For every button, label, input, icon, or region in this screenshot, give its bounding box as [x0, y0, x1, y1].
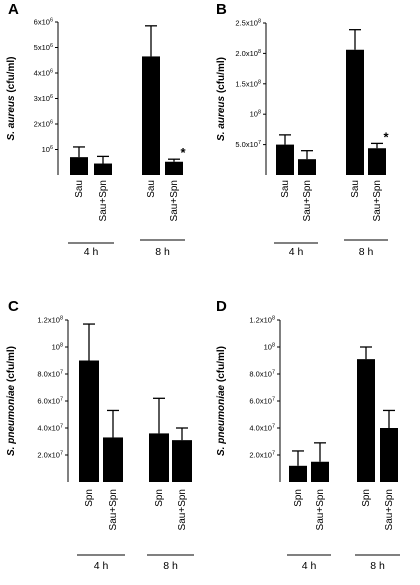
y-tick-label-d: 4.0x107 — [249, 424, 275, 433]
category-label-d-1: Sau+Spn — [315, 489, 326, 530]
significance-star-b: * — [383, 129, 389, 144]
y-tick-label-c: 6.0x107 — [37, 397, 63, 406]
category-label-b-3: Sau+Spn — [372, 180, 383, 221]
panel-d: D 2.0x107 4.0x107 6.0x107 8.0x107 108 1.2x108 S… — [210, 292, 420, 585]
chart-a-svg: A 106 2x106 3x106 4x106 5x106 6x106 S. aureus (… — [6, 1, 186, 258]
y-tick-label-a: 5x106 — [34, 43, 53, 52]
y-tick-label-b: 2.5x108 — [235, 19, 261, 28]
panel-c: C 2.0x107 4.0x107 6.0x107 8.0x107 108 1.2x108 S… — [0, 292, 210, 585]
y-tick-label-c: 1.2x108 — [37, 316, 63, 325]
group-label-d-0: 4 h — [302, 560, 317, 572]
panel-letter-b: B — [216, 1, 227, 18]
y-tick-label-d: 8.0x107 — [249, 370, 275, 379]
y-tick-label-c: 8.0x107 — [37, 370, 63, 379]
y-axis-label-a: S. aureus (cfu/ml) — [6, 57, 17, 141]
category-label-a-1: Sau+Spn — [98, 180, 109, 221]
group-label-b-0: 4 h — [289, 246, 304, 258]
y-tick-label-c: 4.0x107 — [37, 424, 63, 433]
y-tick-label-b: 2.0x108 — [235, 49, 261, 58]
category-label-d-3: Sau+Spn — [384, 489, 395, 530]
y-tick-label-b: 1.5x108 — [235, 79, 261, 88]
bar-c-3 — [172, 440, 192, 482]
group-label-d-1: 8 h — [370, 560, 385, 572]
y-tick-label-d: 108 — [264, 343, 275, 352]
significance-star-a: * — [180, 145, 186, 160]
bar-d-2 — [357, 359, 375, 482]
bar-b-2 — [346, 49, 364, 175]
y-axis-label-d: S. pneumoniae (cfu/ml) — [216, 346, 227, 456]
bar-a-2 — [142, 56, 160, 175]
bar-b-0 — [276, 144, 294, 175]
y-tick-label-a: 2x106 — [34, 120, 53, 129]
panel-b: B 5.0x107 108 1.5x108 2.0x108 2.5x108 S. aureu… — [210, 0, 420, 292]
bar-a-3 — [165, 161, 183, 175]
group-label-c-0: 4 h — [94, 560, 109, 572]
y-tick-label-c: 108 — [52, 343, 63, 352]
bar-a-0 — [70, 157, 88, 175]
chart-c-svg: C 2.0x107 4.0x107 6.0x107 8.0x107 108 1.2x108 S… — [6, 298, 194, 572]
bar-b-3 — [368, 148, 386, 175]
bar-a-1 — [94, 163, 112, 175]
y-tick-label-a: 6x106 — [34, 18, 53, 27]
category-label-d-0: Spn — [293, 489, 304, 507]
bar-c-0 — [79, 360, 99, 482]
y-tick-label-a: 3x106 — [34, 94, 53, 103]
bar-c-2 — [149, 433, 169, 482]
category-label-d-2: Spn — [361, 489, 372, 507]
chart-d-svg: D 2.0x107 4.0x107 6.0x107 8.0x107 108 1.2x108 S… — [216, 298, 400, 572]
y-tick-label-b: 5.0x107 — [235, 140, 261, 149]
y-axis-label-c: S. pneumoniae (cfu/ml) — [6, 346, 17, 456]
category-label-a-0: Sau — [74, 180, 85, 198]
panel-letter-c: C — [8, 298, 19, 315]
category-label-b-1: Sau+Spn — [302, 180, 313, 221]
y-tick-label-a: 4x106 — [34, 69, 53, 78]
y-tick-label-d: 6.0x107 — [249, 397, 275, 406]
group-label-c-1: 8 h — [163, 560, 178, 572]
y-axis-label-b: S. aureus (cfu/ml) — [216, 57, 227, 141]
y-tick-label-c: 2.0x107 — [37, 451, 63, 460]
category-label-c-2: Spn — [154, 489, 165, 507]
bar-b-1 — [298, 159, 316, 175]
panel-letter-a: A — [8, 1, 19, 18]
category-label-a-2: Sau — [146, 180, 157, 198]
y-tick-label-b: 108 — [250, 110, 261, 119]
panel-letter-d: D — [216, 298, 227, 315]
bar-d-0 — [289, 465, 307, 482]
bar-d-1 — [311, 461, 329, 482]
category-label-b-2: Sau — [350, 180, 361, 198]
bar-c-1 — [103, 437, 123, 482]
category-label-b-0: Sau — [280, 180, 291, 198]
group-label-a-0: 4 h — [84, 246, 99, 258]
y-tick-label-d: 1.2x108 — [249, 316, 275, 325]
panel-a: A 106 2x106 3x106 4x106 5x106 6x106 S. aureus (… — [0, 0, 210, 292]
y-tick-label-d: 2.0x107 — [249, 451, 275, 460]
category-label-a-3: Sau+Spn — [169, 180, 180, 221]
category-label-c-3: Sau+Spn — [177, 489, 188, 530]
bar-d-3 — [380, 428, 398, 482]
category-label-c-1: Sau+Spn — [108, 489, 119, 530]
category-label-c-0: Spn — [84, 489, 95, 507]
chart-b-svg: B 5.0x107 108 1.5x108 2.0x108 2.5x108 S. aureu… — [216, 1, 389, 258]
group-label-a-1: 8 h — [155, 246, 170, 258]
y-tick-label-a: 106 — [42, 145, 53, 154]
group-label-b-1: 8 h — [359, 246, 374, 258]
